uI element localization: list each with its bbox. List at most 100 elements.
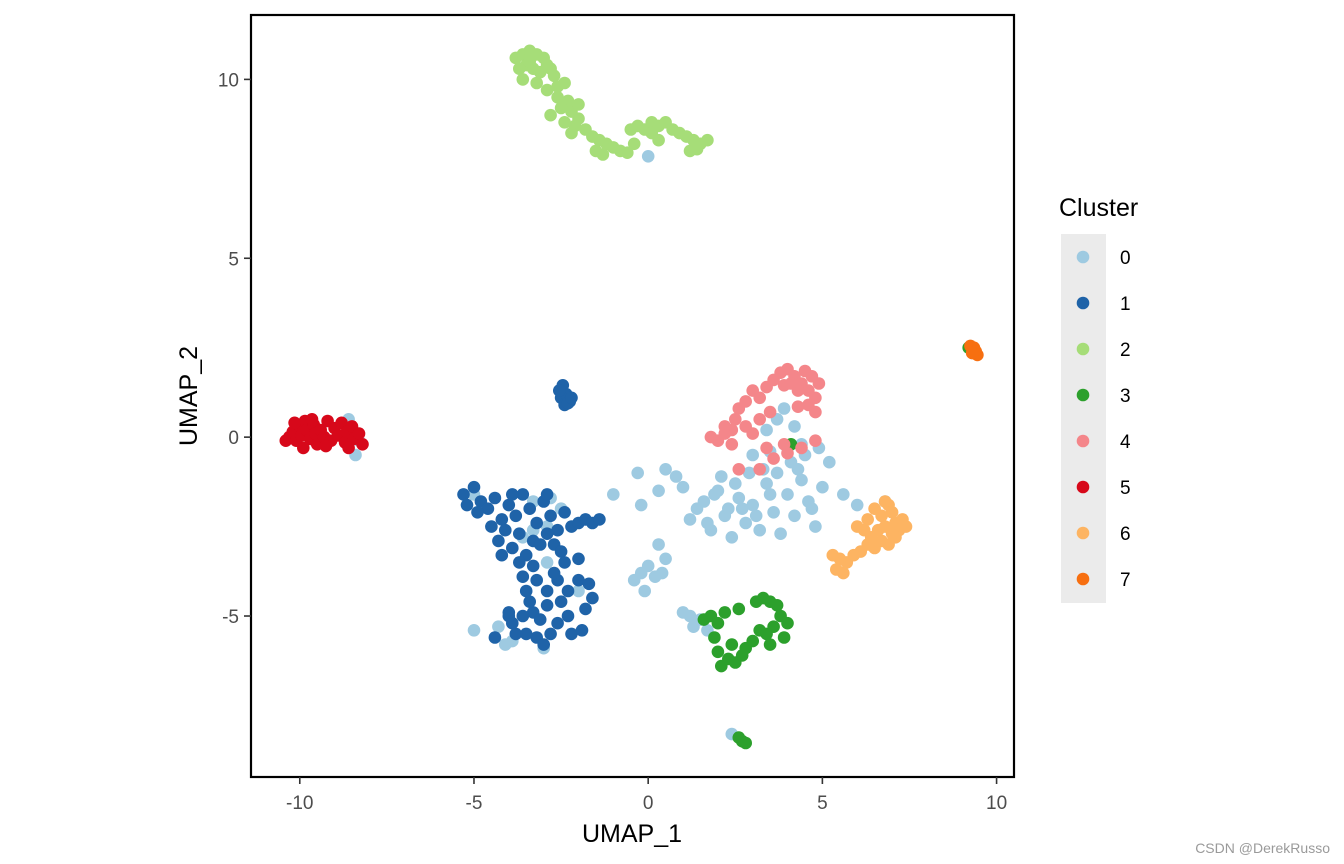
data-point-cluster-1 (558, 506, 571, 519)
legend-label-cluster-7: 7 (1120, 570, 1131, 591)
data-point-cluster-0 (634, 498, 648, 512)
data-point-cluster-3 (781, 616, 794, 630)
data-point-cluster-0 (816, 480, 829, 494)
data-point-cluster-1 (523, 502, 536, 515)
data-point-cluster-0 (641, 559, 655, 573)
data-point-cluster-6 (837, 566, 850, 580)
data-point-cluster-1 (547, 566, 561, 580)
data-point-cluster-2 (540, 83, 554, 97)
data-point-cluster-4 (753, 413, 766, 426)
data-point-cluster-1 (506, 541, 519, 555)
data-point-cluster-1 (593, 513, 606, 526)
data-point-cluster-0 (725, 531, 739, 544)
data-point-cluster-4 (798, 364, 812, 378)
data-point-cluster-1 (586, 591, 599, 605)
data-point-cluster-1 (582, 577, 596, 591)
data-point-cluster-0 (627, 573, 641, 587)
x-tick-label: 5 (817, 793, 828, 814)
data-point-cluster-2 (544, 62, 557, 75)
legend-label-cluster-0: 0 (1120, 248, 1131, 269)
data-point-cluster-0 (763, 488, 777, 501)
data-point-cluster-1 (492, 534, 505, 548)
data-point-cluster-0 (767, 506, 780, 519)
data-point-cluster-1 (485, 520, 498, 533)
data-point-cluster-1 (575, 624, 589, 637)
data-point-cluster-0 (770, 466, 784, 480)
data-point-cluster-0 (492, 620, 505, 633)
data-point-cluster-3 (763, 638, 777, 651)
data-point-cluster-1 (540, 527, 554, 540)
data-point-cluster-4 (791, 400, 805, 414)
data-point-cluster-1 (502, 498, 516, 512)
legend-key-cluster-2 (1076, 342, 1090, 356)
data-point-cluster-0 (788, 509, 801, 523)
data-point-cluster-0 (701, 516, 714, 530)
legend-key-background (1061, 234, 1106, 603)
data-point-cluster-0 (850, 498, 864, 512)
data-point-cluster-6 (878, 495, 892, 508)
data-point-cluster-4 (753, 391, 766, 405)
data-point-cluster-1 (554, 595, 568, 608)
data-point-cluster-2 (701, 133, 714, 147)
y-tick-label: -5 (222, 607, 239, 628)
data-point-cluster-3 (711, 616, 725, 630)
data-point-cluster-4 (739, 420, 752, 433)
data-point-cluster-6 (885, 527, 899, 540)
data-point-cluster-4 (809, 434, 822, 448)
data-point-cluster-3 (767, 620, 780, 633)
data-point-cluster-3 (732, 602, 746, 616)
legend-key-cluster-3 (1076, 388, 1090, 402)
data-point-cluster-5 (356, 438, 369, 451)
plot-panel-border (249, 13, 1016, 779)
legend-key-cluster-6 (1076, 526, 1090, 540)
legend-label-cluster-2: 2 (1120, 340, 1131, 361)
data-point-cluster-2 (558, 116, 571, 129)
data-point-cluster-1 (519, 627, 533, 641)
x-tick-label: -10 (286, 793, 313, 814)
data-point-cluster-1 (572, 552, 585, 566)
data-point-cluster-1 (540, 488, 554, 501)
data-point-cluster-2 (523, 55, 536, 68)
data-point-cluster-1 (471, 506, 484, 519)
data-point-cluster-2 (554, 101, 568, 115)
data-point-cluster-4 (725, 438, 739, 451)
data-point-cluster-0 (749, 509, 763, 523)
data-point-cluster-6 (850, 520, 864, 533)
data-point-cluster-4 (777, 379, 791, 392)
data-point-cluster-3 (718, 606, 732, 619)
data-point-cluster-6 (864, 531, 878, 544)
data-point-cluster-0 (669, 470, 683, 483)
data-point-cluster-0 (655, 566, 669, 580)
x-tick-label: 10 (986, 793, 1007, 814)
data-point-cluster-0 (540, 556, 554, 569)
data-point-cluster-0 (760, 423, 773, 437)
data-point-cluster-0 (607, 488, 620, 501)
data-point-cluster-3 (711, 645, 725, 659)
data-point-cluster-1 (558, 556, 571, 569)
data-point-cluster-2 (565, 126, 578, 140)
data-point-cluster-1 (572, 573, 585, 587)
data-point-cluster-2 (683, 144, 697, 158)
data-point-cluster-0 (572, 584, 585, 598)
data-point-cluster-4 (718, 420, 732, 433)
data-point-cluster-0 (683, 609, 697, 623)
data-point-cluster-0 (676, 480, 690, 494)
data-point-cluster-0 (781, 488, 794, 501)
data-point-cluster-1 (530, 573, 543, 587)
data-point-cluster-1 (513, 527, 526, 540)
data-point-cluster-1 (551, 616, 564, 630)
x-tick-label: -5 (466, 793, 483, 814)
data-point-cluster-1 (553, 384, 566, 397)
data-point-cluster-4 (760, 441, 773, 455)
data-point-cluster-0 (697, 495, 711, 508)
data-point-cluster-1 (526, 559, 540, 573)
data-point-cluster-1 (509, 509, 523, 523)
data-point-cluster-3 (725, 638, 739, 651)
y-axis-title: UMAP_2 (175, 346, 203, 446)
data-point-cluster-1 (523, 595, 536, 608)
data-point-cluster-1 (495, 513, 509, 526)
data-point-cluster-1 (561, 584, 575, 598)
data-point-cluster-1 (488, 631, 502, 644)
data-point-cluster-4 (753, 463, 766, 476)
